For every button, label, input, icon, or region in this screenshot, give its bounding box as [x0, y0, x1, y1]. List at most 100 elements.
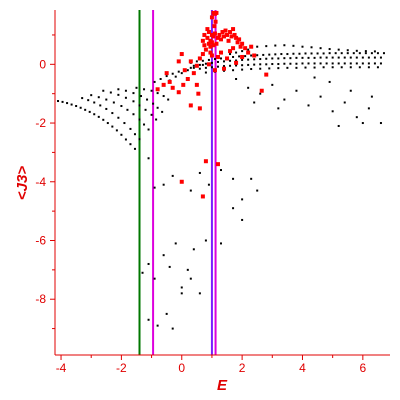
red-point [214, 41, 219, 46]
black-point [106, 122, 109, 125]
black-point [355, 49, 358, 52]
black-point [153, 277, 156, 280]
black-point [87, 99, 90, 102]
black-point [198, 63, 201, 66]
black-point [132, 113, 135, 116]
black-point [247, 48, 250, 51]
black-point [156, 324, 159, 327]
black-point [247, 63, 250, 66]
black-point [337, 56, 340, 59]
black-point [250, 54, 253, 57]
red-point [218, 37, 223, 42]
black-point [361, 62, 364, 65]
red-point [240, 41, 245, 46]
black-point [198, 67, 201, 70]
red-point [206, 62, 211, 67]
black-point [349, 66, 352, 69]
black-point [61, 100, 64, 103]
black-point [241, 68, 244, 71]
black-point [189, 66, 192, 69]
x-tick-label: 2 [239, 361, 246, 375]
black-point [310, 52, 313, 55]
black-point [186, 69, 189, 72]
black-point [147, 157, 150, 160]
red-point [215, 162, 220, 167]
black-point [90, 94, 93, 97]
black-point [346, 52, 349, 55]
black-point [376, 52, 379, 55]
black-point [361, 56, 364, 59]
black-point [373, 56, 376, 59]
black-point [126, 108, 129, 111]
red-point [249, 44, 254, 49]
red-point [191, 71, 196, 76]
red-point [215, 35, 220, 40]
black-point [132, 92, 135, 95]
black-point [340, 66, 343, 69]
red-point [164, 71, 169, 76]
black-point [223, 69, 226, 72]
black-point [253, 63, 256, 66]
black-point [295, 62, 298, 65]
red-point [229, 34, 234, 39]
black-point [241, 198, 244, 201]
black-point [66, 102, 69, 105]
black-point [334, 52, 337, 55]
black-point [192, 66, 195, 69]
black-point [343, 101, 346, 104]
black-point [133, 147, 136, 150]
black-point [133, 133, 136, 136]
black-point [343, 56, 346, 59]
black-point [88, 110, 91, 113]
black-point [124, 138, 127, 141]
black-point [204, 62, 207, 65]
black-point [232, 177, 235, 180]
black-point [286, 66, 289, 69]
red-point [231, 46, 236, 51]
black-point [268, 67, 271, 70]
black-point [223, 60, 226, 63]
black-point [313, 56, 316, 59]
black-point [247, 58, 250, 61]
black-point [189, 189, 192, 192]
black-point [253, 58, 256, 61]
red-point [200, 52, 205, 57]
black-point [162, 254, 165, 257]
black-point [155, 118, 158, 121]
red-point [212, 31, 217, 36]
black-point [250, 68, 253, 71]
black-point [174, 75, 177, 78]
black-point [238, 55, 241, 58]
black-point [307, 56, 310, 59]
black-point [328, 52, 331, 55]
black-point [99, 104, 102, 107]
black-point [337, 124, 340, 127]
red-point [252, 53, 257, 58]
black-point [346, 49, 349, 52]
red-point [197, 56, 202, 61]
black-point [367, 66, 370, 69]
black-point [322, 66, 325, 69]
red-point [176, 90, 181, 95]
black-point [358, 52, 361, 55]
black-point [124, 96, 127, 99]
black-point [274, 44, 277, 47]
black-point [150, 89, 153, 92]
black-point [331, 110, 334, 113]
black-point [298, 52, 301, 55]
black-point [213, 58, 216, 61]
red-point [222, 66, 227, 71]
red-point [209, 15, 214, 20]
red-point [215, 54, 220, 59]
red-point [200, 194, 205, 199]
black-point [97, 96, 100, 99]
red-point [226, 38, 231, 43]
black-point [156, 106, 159, 109]
black-point [156, 92, 159, 95]
red-point [208, 50, 213, 55]
black-point [141, 271, 144, 274]
black-point [289, 57, 292, 60]
black-point [229, 53, 232, 56]
red-point [200, 38, 205, 43]
black-point [241, 64, 244, 67]
